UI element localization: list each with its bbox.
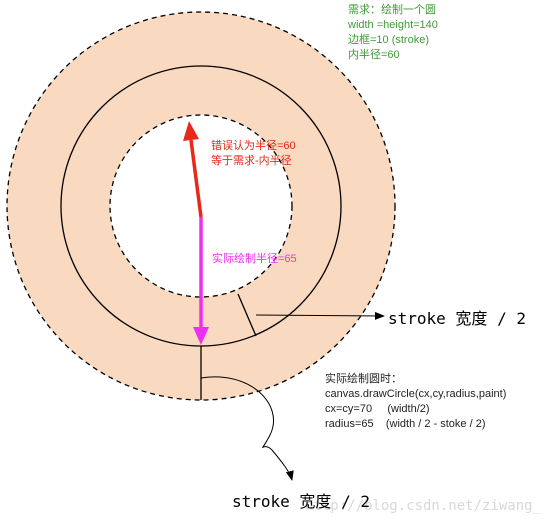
- stroke-label-right-leader: [255, 311, 385, 320]
- stroke-label-bottom: stroke 宽度 / 2: [232, 492, 370, 511]
- wrong-radius-label-2: 等于需求-内半径: [211, 153, 292, 167]
- requirement-line-1: 需求：绘制一个圆: [348, 2, 436, 16]
- wrong-radius-arrow: [189, 139, 203, 218]
- info-line-1: 实际绘制圆时：: [325, 371, 402, 385]
- outer-boundary-circle: [6, 11, 396, 401]
- ring-fill: [7, 12, 395, 400]
- info-line-2: canvas.drawCircle(cx,cy,radius,paint): [325, 388, 506, 400]
- watermark: http://blog.csdn.net/ziwang_: [305, 498, 542, 514]
- stroke-label-bottom-leader: [200, 376, 294, 481]
- stroke-label-right: stroke 宽度 / 2: [388, 309, 526, 328]
- wrong-radius-arrowhead: [183, 121, 199, 141]
- info-line-4: radius=65 (width / 2 - stoke / 2): [325, 418, 486, 430]
- requirement-line-2: width =height=140: [347, 19, 438, 31]
- actual-radius-label: 实际绘制半径=65: [212, 251, 297, 265]
- wrong-radius-label-1: 错误认为半径=60: [211, 138, 296, 152]
- info-line-3: cx=cy=70 (width/2): [325, 403, 430, 415]
- requirement-line-4: 内半径=60: [348, 47, 400, 61]
- stroke-segment-right: [237, 293, 257, 337]
- actual-radius-arrowhead: [193, 327, 209, 345]
- requirement-line-3: 边框=10 (stroke): [348, 33, 429, 46]
